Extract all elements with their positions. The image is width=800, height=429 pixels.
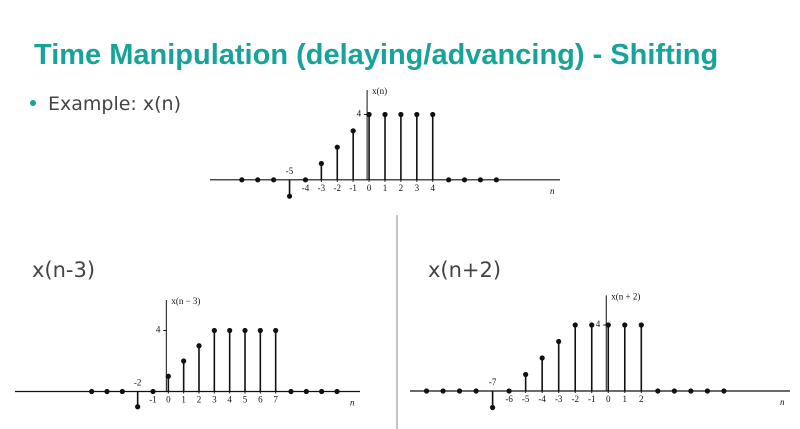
stem-marker	[456, 388, 463, 394]
x-tick-label: 5	[243, 395, 248, 405]
stem-marker	[477, 177, 484, 183]
x-tick-label: -4	[538, 394, 546, 404]
x-tick-label: 3	[212, 395, 217, 405]
x-tick-label: -5	[522, 394, 530, 404]
stem-marker	[286, 193, 293, 199]
x-axis-label: n	[780, 397, 785, 407]
stem-marker	[350, 128, 356, 134]
stem-marker	[589, 322, 595, 328]
stem-marker	[655, 388, 661, 394]
stem-marker	[556, 338, 562, 345]
stem-marker	[334, 388, 340, 395]
stem-marker	[135, 404, 141, 410]
stem-marker	[181, 358, 187, 364]
stem-marker	[671, 388, 677, 394]
x-tick-label: -5	[286, 166, 294, 176]
stem-marker	[196, 343, 202, 349]
stem-marker	[257, 327, 263, 334]
stem-marker	[211, 327, 217, 334]
x-tick-label: -3	[555, 394, 563, 404]
stem-marker	[255, 177, 261, 183]
x-tick-label: -2	[571, 394, 579, 404]
stem-marker	[414, 111, 420, 118]
stem-marker	[366, 111, 372, 118]
y-tick-label: 4	[357, 109, 362, 119]
slide-title: Time Manipulation (delaying/advancing) -…	[34, 39, 718, 71]
x-tick-label: 1	[383, 183, 388, 193]
stem-marker	[334, 144, 340, 150]
x-tick-label: 0	[367, 183, 372, 193]
y-tick-label: 4	[596, 319, 601, 329]
y-axis-label: x(n + 2)	[611, 291, 640, 301]
stem-marker	[382, 111, 388, 118]
bullet-dot	[30, 100, 36, 106]
stem-marker	[227, 327, 233, 334]
x-tick-label: 0	[606, 394, 611, 404]
stem-marker	[165, 373, 171, 379]
stem-marker	[273, 327, 279, 334]
x-tick-label: 4	[430, 183, 435, 193]
y-axis-label: x(n)	[372, 86, 387, 96]
stem-marker	[150, 388, 156, 395]
stem-marker	[319, 388, 325, 395]
stem-marker	[242, 327, 248, 334]
stem-marker	[572, 322, 578, 328]
x-axis-label: n	[550, 186, 555, 196]
stem-marker	[89, 388, 95, 395]
x-tick-label: 7	[273, 395, 278, 405]
x-tick-label: 0	[166, 395, 171, 405]
bullet-text: Example: x(n)	[48, 93, 181, 115]
x-tick-label: 2	[197, 395, 202, 405]
chart-heading: x(n-3)	[32, 258, 95, 282]
x-tick-label: 4	[227, 395, 232, 405]
stem-marker	[506, 388, 512, 394]
x-tick-label: -6	[505, 394, 513, 404]
stem-marker	[688, 388, 694, 394]
x-tick-label: 3	[415, 183, 420, 193]
stem-marker	[539, 355, 545, 361]
stem-marker	[303, 388, 309, 395]
x-tick-label: -7	[489, 377, 497, 387]
x-tick-label: -3	[318, 183, 326, 193]
stem-marker	[622, 322, 628, 328]
x-tick-label: 1	[181, 395, 186, 405]
stem-marker	[473, 388, 479, 394]
stem-marker	[704, 388, 710, 394]
x-tick-label: 1	[623, 394, 628, 404]
stem-marker	[239, 177, 245, 183]
x-tick-label: 2	[399, 183, 404, 193]
stem-marker	[721, 388, 727, 394]
x-tick-label: 6	[258, 395, 263, 405]
x-tick-label: -4	[302, 183, 310, 193]
stem-marker	[461, 177, 468, 183]
x-tick-label: -1	[349, 183, 357, 193]
stem-marker	[523, 371, 529, 378]
x-tick-label: -2	[334, 183, 342, 193]
stem-marker	[446, 177, 452, 183]
stem-marker	[104, 388, 110, 395]
stem-marker	[288, 388, 294, 395]
x-tick-label: 2	[639, 394, 644, 404]
stem-marker	[271, 177, 277, 183]
x-tick-label: -1	[149, 395, 157, 405]
y-tick-label: 4	[156, 325, 161, 335]
y-axis-label: x(n − 3)	[171, 296, 200, 306]
stem-marker	[440, 388, 446, 394]
x-tick-label: -2	[134, 378, 142, 388]
x-tick-label: -1	[588, 394, 596, 404]
x-axis-label: n	[350, 398, 355, 408]
stem-marker	[493, 177, 499, 183]
stem-marker	[638, 322, 644, 328]
stem-marker	[119, 388, 125, 395]
stem-marker	[423, 388, 430, 394]
stem-marker	[398, 111, 404, 118]
stem-marker	[490, 404, 496, 411]
stem-marker	[302, 177, 309, 183]
stem-marker	[430, 111, 436, 118]
stem-marker	[318, 160, 324, 167]
stem-marker	[605, 322, 611, 328]
chart-heading: x(n+2)	[428, 258, 501, 282]
